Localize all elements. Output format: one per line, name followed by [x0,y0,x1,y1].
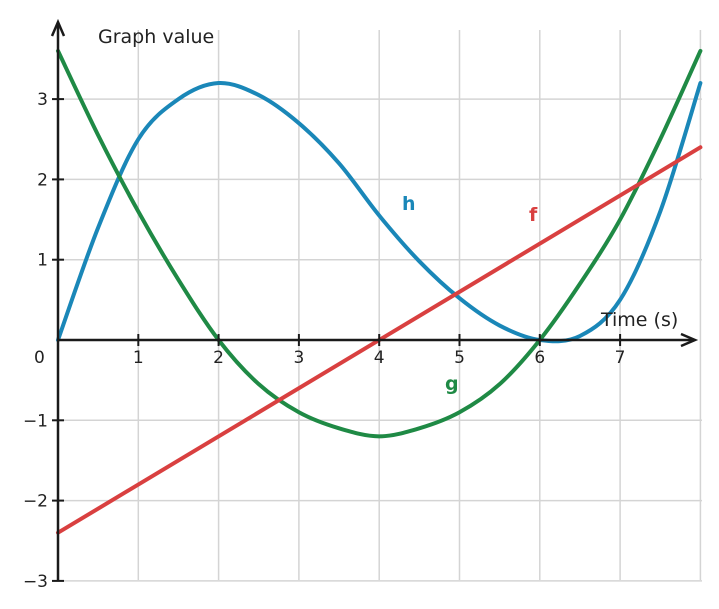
x-tick-label: 1 [133,348,144,368]
y-tick-label: 1 [37,251,48,271]
x-tick-label: 7 [615,348,626,368]
tick-marks [52,98,622,582]
series-label-f: f [529,204,538,226]
series-line-h [56,81,703,344]
origin-label: 0 [34,348,45,368]
x-tick-label: 6 [534,348,545,368]
y-tick-label: 2 [37,170,48,190]
y-axis-arrow [50,18,66,37]
y-tick-label: −1 [23,411,48,431]
x-axis-label: Time (s) [600,309,678,331]
series-line-g [56,48,703,439]
grid-lines [58,30,702,582]
x-tick-label: 5 [454,348,465,368]
y-tick-label: 3 [37,90,48,110]
series-label-g: g [445,373,459,395]
axes [50,18,699,580]
y-tick-label: −2 [23,492,48,512]
y-tick-label: −3 [23,572,48,592]
x-tick-label: 3 [293,348,304,368]
x-tick-label: 2 [213,348,224,368]
series-label-h: h [402,193,416,215]
x-tick-label: 4 [374,348,385,368]
x-axis-arrow [680,332,699,348]
y-axis-label: Graph value [98,26,214,48]
tick-labels: 1 2 3 4 5 6 7 3 2 1 −1 −2 −3 [23,90,626,592]
